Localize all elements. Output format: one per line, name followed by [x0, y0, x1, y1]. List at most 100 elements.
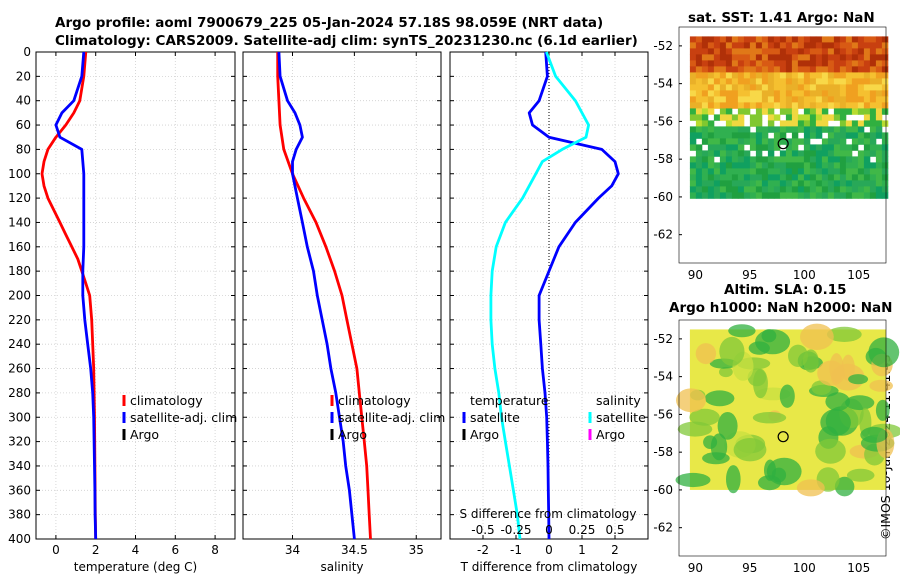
sst-cell	[695, 168, 703, 175]
sst-cell	[797, 102, 805, 109]
sst-cell	[725, 66, 733, 73]
sst-cell	[749, 138, 757, 145]
sst-cell	[821, 138, 829, 145]
sst-cell	[851, 72, 859, 79]
sst-cell	[707, 66, 715, 73]
sla-blob	[675, 472, 711, 488]
sst-cell	[767, 60, 775, 67]
sst-cell	[875, 180, 883, 187]
sst-cell	[863, 72, 871, 79]
sst-cell	[791, 174, 799, 181]
sst-cell	[839, 168, 847, 175]
sst-map-title: sat. SST: 1.41 Argo: NaN	[688, 10, 875, 26]
series-salinity-satellite	[489, 51, 590, 540]
sst-cell	[689, 162, 697, 169]
sst-cell	[875, 54, 883, 61]
sst-cell	[743, 180, 751, 187]
sst-cell	[833, 42, 841, 49]
sst-cell	[851, 120, 859, 127]
sst-cell	[779, 84, 787, 91]
sst-cell	[785, 156, 793, 163]
sst-cell	[695, 144, 703, 151]
sst-cell	[785, 78, 793, 85]
sst-cell	[731, 60, 739, 67]
sst-cell	[755, 150, 763, 157]
sst-cell	[785, 174, 793, 181]
legend-argo: Argo	[338, 427, 367, 442]
sst-cell	[689, 180, 697, 187]
sla-blob	[717, 412, 738, 440]
sst-cell	[833, 162, 841, 169]
sst-cell	[731, 132, 739, 139]
x-tick-label: 35	[409, 543, 424, 557]
sst-cell	[743, 54, 751, 61]
sst-cell	[803, 108, 811, 115]
sst-cell	[851, 48, 859, 55]
sst-cell	[863, 96, 871, 103]
sst-cell	[755, 108, 763, 115]
argo-position-marker	[777, 138, 789, 150]
y-tick-label: 40	[16, 94, 31, 108]
sst-cell	[881, 168, 889, 175]
sst-cell	[725, 120, 733, 127]
x-tick-label: 0	[545, 543, 553, 557]
sst-cell	[809, 60, 817, 67]
sst-cell	[839, 96, 847, 103]
y-tick-label: 20	[16, 69, 31, 83]
sst-cell	[809, 54, 817, 61]
sst-cell	[737, 60, 745, 67]
sst-cell	[719, 192, 727, 199]
sst-cell	[815, 72, 823, 79]
sst-cell	[719, 96, 727, 103]
sst-cell	[785, 126, 793, 133]
sst-cell	[767, 120, 775, 127]
sst-cell	[827, 168, 835, 175]
sst-cell	[863, 108, 871, 115]
sst-cell	[725, 192, 733, 199]
sst-cell	[833, 90, 841, 97]
sst-cell	[689, 168, 697, 175]
sst-cell	[761, 108, 769, 115]
sst-cell	[731, 186, 739, 193]
sst-cell	[719, 102, 727, 109]
series-satellite-adj-clim	[54, 51, 98, 540]
sst-cell	[815, 102, 823, 109]
sst-cell	[803, 120, 811, 127]
sst-cell	[701, 186, 709, 193]
sst-cell	[863, 90, 871, 97]
sst-cell	[707, 96, 715, 103]
sst-cell	[791, 102, 799, 109]
sst-cell	[695, 36, 703, 43]
sst-cell	[845, 90, 853, 97]
map-y-tick-label: -58	[653, 152, 673, 166]
sst-cell	[695, 186, 703, 193]
sst-cell	[689, 96, 697, 103]
sst-cell	[839, 120, 847, 127]
sst-cell	[815, 66, 823, 73]
sst-cell	[701, 120, 709, 127]
sst-cell	[875, 168, 883, 175]
sst-cell	[701, 156, 709, 163]
sst-cell	[761, 144, 769, 151]
sst-cell	[845, 96, 853, 103]
sst-cell	[785, 96, 793, 103]
sst-cell	[821, 48, 829, 55]
sst-cell	[881, 78, 889, 85]
y-tick-label: 80	[16, 142, 31, 156]
sst-cell	[767, 48, 775, 55]
series-climatology	[276, 52, 372, 540]
sst-cell	[719, 42, 727, 49]
sst-cell	[797, 126, 805, 133]
sst-cell	[821, 78, 829, 85]
sst-cell	[809, 144, 817, 151]
sst-cell	[881, 36, 889, 43]
sst-cell	[881, 180, 889, 187]
x-tick-label: -1	[510, 543, 522, 557]
argo-position-marker	[777, 431, 789, 443]
sst-cell	[875, 162, 883, 169]
sst-cell	[803, 54, 811, 61]
sla-blob	[796, 479, 825, 497]
sst-cell	[719, 168, 727, 175]
sst-cell	[701, 102, 709, 109]
sst-cell	[815, 114, 823, 121]
